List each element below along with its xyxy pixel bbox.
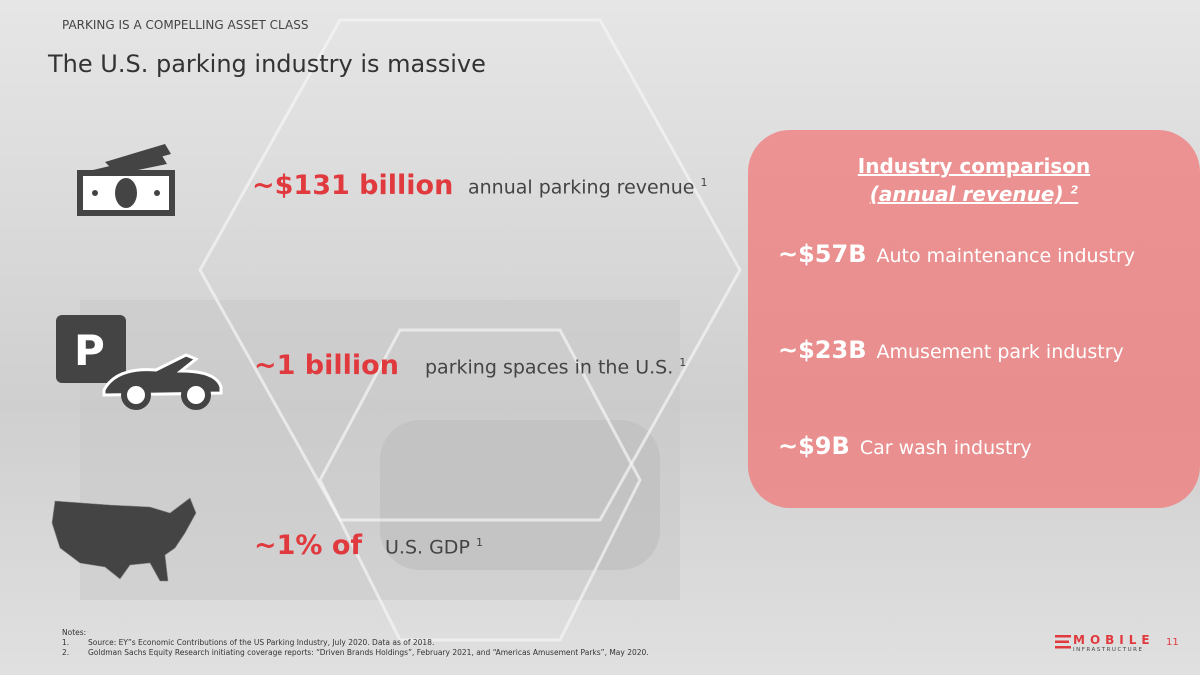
stat-value: ~$131 billion: [252, 170, 454, 201]
comparison-value: ~$9B: [778, 432, 850, 460]
footnote: 2. Goldman Sachs Equity Research initiati…: [62, 648, 649, 657]
footnotes: Notes: 1. Source: EY”s Economic Contribut…: [62, 628, 649, 658]
money-icon: [77, 144, 175, 216]
stat-value: ~1 billion: [254, 350, 399, 381]
stat-value: ~1% of: [254, 530, 363, 561]
page-title: The U.S. parking industry is massive: [48, 50, 486, 78]
stat-label: U.S. GDP 1: [385, 536, 483, 559]
stat-label: annual parking revenue 1: [468, 176, 708, 199]
svg-text:P: P: [74, 326, 105, 375]
comparison-value: ~$57B: [778, 240, 867, 268]
page-number: 11: [1166, 637, 1179, 648]
parking-car-icon: P: [56, 315, 223, 410]
comparison-row: ~$57B Auto maintenance industry: [778, 240, 1135, 268]
comparison-label: Car wash industry: [859, 437, 1032, 459]
logo-name: MOBILE: [1073, 633, 1155, 647]
comparison-heading: Industry comparison: [857, 154, 1091, 178]
logo-sub: INFRASTRUCTURE: [1073, 647, 1144, 653]
stat-label: parking spaces in the U.S. 1: [425, 356, 687, 379]
comparison-label: Auto maintenance industry: [876, 245, 1136, 267]
footnote: 1. Source: EY”s Economic Contributions of…: [62, 638, 435, 647]
comparison-label: Amusement park industry: [876, 341, 1124, 363]
notes-title: Notes:: [62, 628, 87, 637]
industry-comparison-panel: Industry comparison (annual revenue) 2 ~…: [748, 130, 1200, 508]
company-logo: MOBILE INFRASTRUCTURE: [1055, 633, 1155, 653]
logo-mark-icon: [1055, 635, 1071, 649]
us-map-icon: [51, 497, 197, 582]
comparison-subheading: (annual revenue) 2: [869, 182, 1079, 206]
comparison-row: ~$23B Amusement park industry: [778, 336, 1124, 364]
comparison-row: ~$9B Car wash industry: [778, 432, 1032, 460]
section-kicker: PARKING IS A COMPELLING ASSET CLASS: [62, 18, 309, 32]
comparison-value: ~$23B: [778, 336, 867, 364]
